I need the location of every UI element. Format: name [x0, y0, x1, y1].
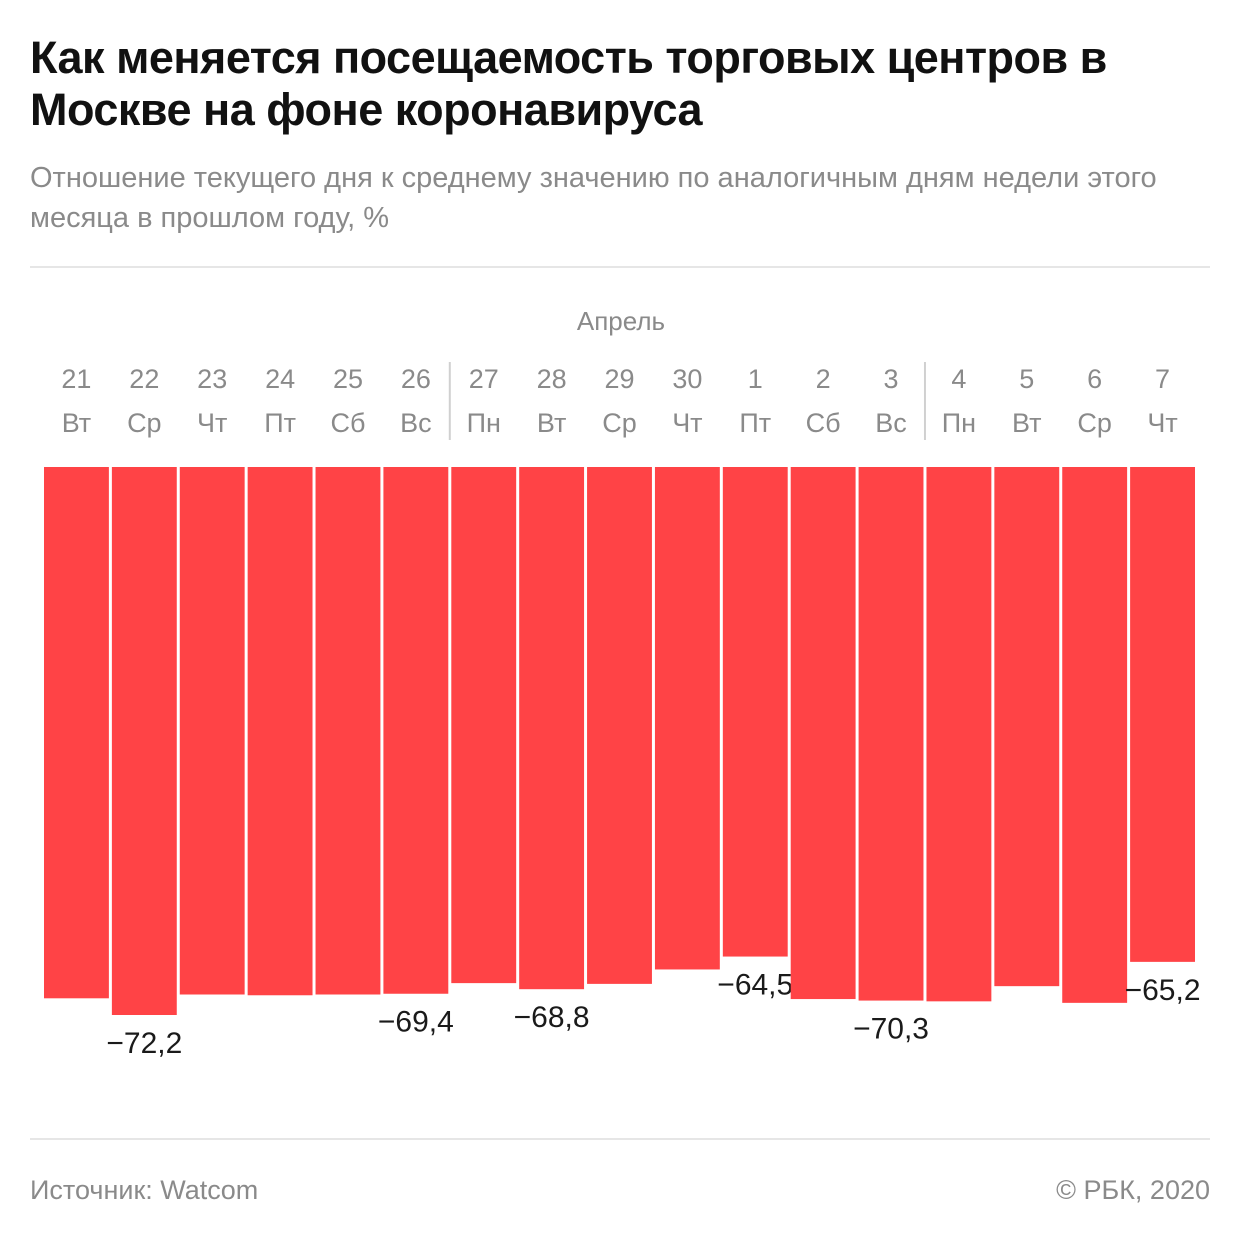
- bar-4: [926, 467, 992, 1002]
- day-tick-label: 27: [469, 364, 499, 394]
- day-tick-label: 22: [129, 364, 159, 394]
- data-label: −70,3: [853, 1013, 929, 1046]
- source-note: Источник: Watcom: [30, 1175, 259, 1205]
- bar-30: [654, 467, 720, 970]
- bar-3: [858, 467, 924, 1001]
- weekday-tick-label: Вт: [537, 408, 566, 438]
- day-tick-label: 6: [1087, 364, 1102, 394]
- weekday-tick-label: Пн: [467, 408, 501, 438]
- bar-5: [994, 467, 1060, 987]
- data-label: −64,5: [717, 969, 793, 1002]
- day-tick-label: 7: [1155, 364, 1170, 394]
- bar-1: [722, 467, 788, 957]
- day-tick-label: 3: [884, 364, 899, 394]
- weekday-tick-label: Пт: [264, 408, 296, 438]
- weekday-tick-label: Пн: [942, 408, 976, 438]
- weekday-tick-label: Чт: [672, 408, 702, 438]
- bottom-divider: [30, 1138, 1210, 1140]
- day-tick-label: 30: [672, 364, 702, 394]
- day-tick-label: 5: [1019, 364, 1034, 394]
- data-label: −65,2: [1125, 974, 1201, 1007]
- bar-6: [1062, 467, 1128, 1003]
- day-tick-label: 25: [333, 364, 363, 394]
- day-tick-label: 1: [748, 364, 763, 394]
- day-tick-label: 26: [401, 364, 431, 394]
- chart-title: Как меняется посещаемость торговых центр…: [30, 32, 1107, 135]
- weekday-tick-label: Вс: [400, 408, 432, 438]
- data-label: −68,8: [514, 1001, 590, 1034]
- day-tick-label: 4: [951, 364, 966, 394]
- bar-22: [111, 467, 177, 1015]
- weekday-tick-label: Чт: [1147, 408, 1177, 438]
- bar-26: [383, 467, 449, 994]
- weekday-tick-label: Ср: [602, 408, 637, 438]
- weekday-tick-label: Пт: [739, 408, 771, 438]
- bar-23: [179, 467, 245, 995]
- day-tick-label: 24: [265, 364, 295, 394]
- day-tick-label: 23: [197, 364, 227, 394]
- day-tick-label: 28: [537, 364, 567, 394]
- data-label: −72,2: [106, 1027, 182, 1060]
- weekday-tick-label: Вс: [875, 408, 907, 438]
- bar-7: [1130, 467, 1195, 962]
- bar-25: [315, 467, 381, 995]
- day-tick-label: 2: [816, 364, 831, 394]
- bar-27: [451, 467, 517, 984]
- bar-2: [790, 467, 856, 1000]
- weekday-tick-label: Вт: [62, 408, 91, 438]
- weekday-tick-label: Сб: [806, 408, 841, 438]
- weekday-tick-label: Ср: [127, 408, 162, 438]
- data-label: −69,4: [378, 1006, 454, 1039]
- top-divider: [30, 266, 1210, 268]
- copyright-note: © РБК, 2020: [1056, 1175, 1210, 1205]
- weekday-tick-label: Чт: [197, 408, 227, 438]
- bar-21: [44, 467, 109, 999]
- chart-subtitle: Отношение текущего дня к среднему значен…: [30, 162, 1157, 234]
- bar-29: [587, 467, 652, 984]
- bar-24: [247, 467, 313, 996]
- weekday-tick-label: Ср: [1077, 408, 1112, 438]
- weekday-tick-label: Вт: [1012, 408, 1041, 438]
- bar-28: [519, 467, 585, 990]
- month-label: Апрель: [577, 306, 665, 336]
- weekday-tick-label: Сб: [330, 408, 365, 438]
- day-tick-label: 29: [604, 364, 634, 394]
- day-tick-label: 21: [61, 364, 91, 394]
